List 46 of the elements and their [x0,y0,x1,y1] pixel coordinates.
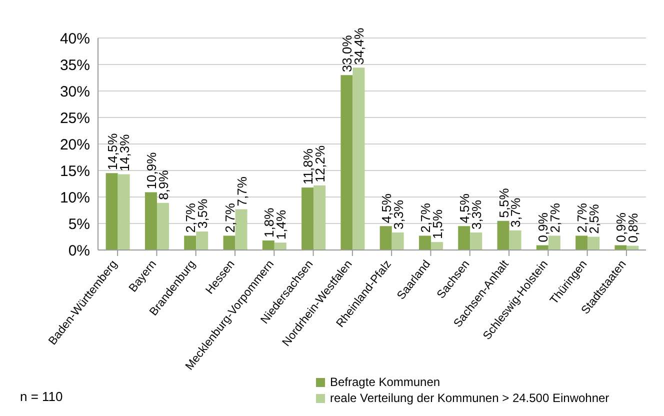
bar [184,236,196,250]
bar [144,192,157,250]
y-tick-label: 25% [60,110,90,127]
bar [223,236,236,250]
y-tick-label: 30% [60,83,90,100]
data-label: 2,7% [418,202,433,233]
legend-label: Befragte Kommunen [329,374,440,390]
y-tick-label: 0% [68,242,90,260]
bar [106,173,118,250]
data-label: 0,9% [535,212,550,242]
bar [418,236,431,250]
y-tick-label: 35% [60,56,90,74]
bar [509,230,522,250]
bar [430,242,443,250]
bar [235,209,248,250]
bar [392,232,404,250]
bar [352,68,365,250]
bar [380,226,392,250]
bar [118,174,130,250]
y-tick-label: 10% [60,189,90,206]
bar [588,236,600,250]
bar [458,226,470,250]
bar [274,242,286,250]
bar [536,245,548,250]
bar [576,236,588,250]
data-label: 5,5% [496,188,512,218]
y-tick-label: 5% [68,216,90,233]
y-tick-label: 20% [60,136,90,154]
bar [302,187,314,250]
bar [262,240,274,250]
bar [497,220,510,250]
bar [340,75,353,250]
data-label: 1,8% [261,207,276,238]
bar [156,202,169,250]
y-tick-label: 15% [60,162,90,180]
bar [614,245,627,250]
data-label: 10,9% [144,152,159,190]
bar [314,185,326,250]
text: n = 110 [20,389,63,404]
data-label: 14,5% [104,132,120,170]
y-tick-label: 40% [60,30,90,48]
data-label: 4,5% [378,193,394,224]
bar [470,232,482,250]
bar [548,236,560,250]
bar [196,231,208,250]
legend-label: reale Verteilung der Kommunen > 24.500 Einwohner [329,390,610,406]
